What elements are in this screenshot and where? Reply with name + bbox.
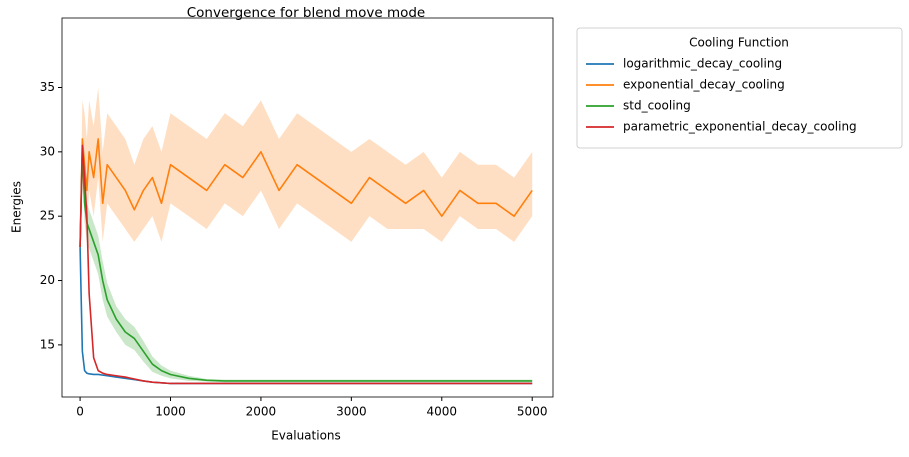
y-tick-label: 20 [40,273,55,287]
plot-frame [61,17,554,398]
plot-area [79,87,533,385]
y-tick-label: 35 [40,80,55,94]
x-tick-label: 5000 [517,405,548,419]
x-axis-label: Evaluations [271,429,341,443]
chart-title: Convergence for blend move mode [187,5,425,21]
legend-label: parametric_exponential_decay_cooling [623,120,857,134]
series-line [79,144,533,385]
legend-title: Cooling Function [689,36,789,50]
series-line [79,138,533,248]
x-tick-label: 4000 [427,405,458,419]
legend-label: logarithmic_decay_cooling [623,57,782,71]
x-tick-label: 1000 [155,405,186,419]
y-axis-label: Energies [10,181,24,233]
y-tick-label: 25 [40,209,55,223]
legend-label: std_cooling [623,99,691,113]
x-tick-label: 0 [76,405,84,419]
y-tick-label: 30 [40,144,55,158]
legend-label: exponential_decay_cooling [623,78,785,92]
x-tick-label: 2000 [246,405,277,419]
legend-box [576,27,903,149]
x-tick-label: 3000 [336,405,367,419]
y-tick-label: 15 [40,337,55,351]
series-line [79,151,533,382]
